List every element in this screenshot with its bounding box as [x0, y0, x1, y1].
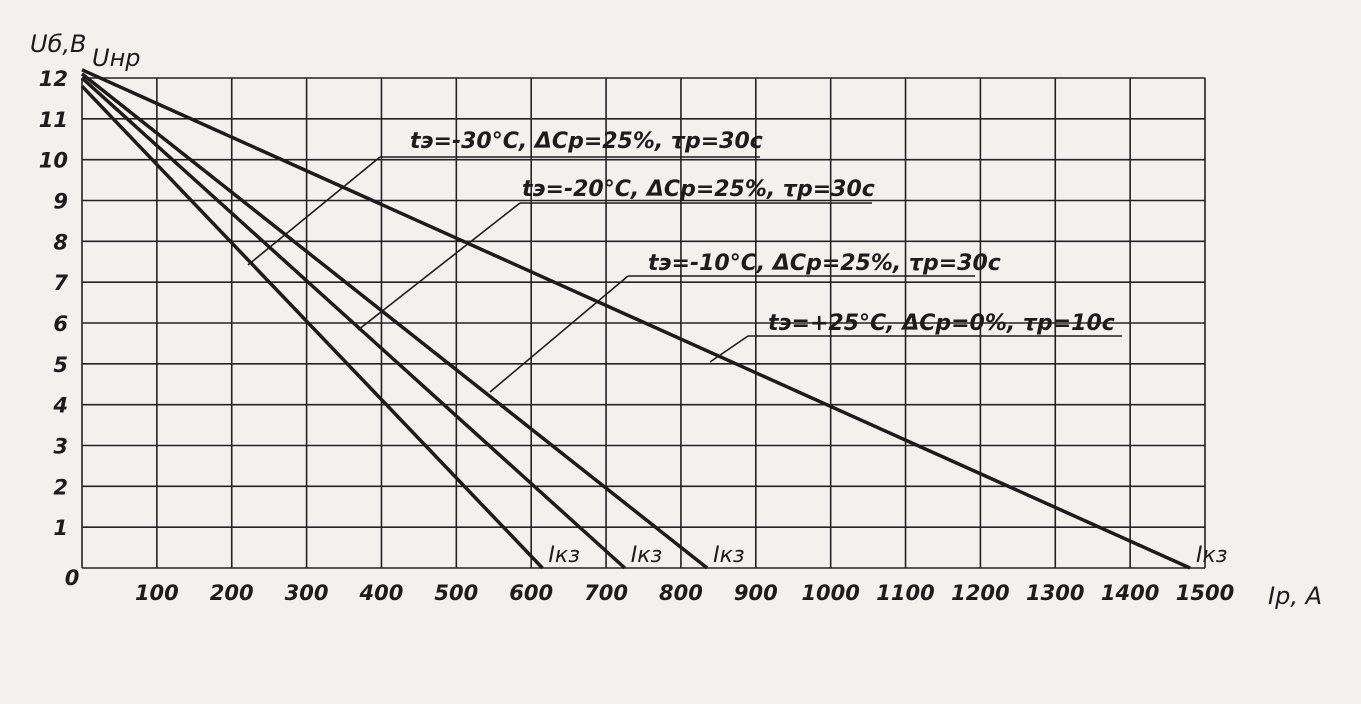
x-tick-label: 400	[359, 581, 404, 605]
y-tick-label: 1	[53, 516, 68, 540]
end-label-ikz: Iкз	[713, 543, 744, 568]
annotation-leader	[247, 156, 381, 266]
x-tick-label: 200	[210, 581, 254, 605]
y-top-label: Uнр	[92, 44, 141, 72]
series-annotation: tэ=-20°С, ΔСр=25%, τр=30с	[522, 177, 875, 202]
series-line	[80, 76, 626, 570]
annotation-leader	[489, 275, 629, 393]
x-tick-label: 0	[65, 566, 80, 590]
y-tick-label: 5	[53, 353, 68, 377]
y-tick-label: 9	[53, 190, 68, 214]
x-tick-label: 700	[584, 581, 628, 605]
x-tick-label: 600	[509, 581, 553, 605]
y-tick-label: 10	[39, 149, 68, 173]
y-axis-label: Uб,В	[30, 30, 86, 58]
series-line	[80, 84, 544, 570]
series-line	[81, 68, 1191, 570]
tick-labels: 0 100 200 300 400 500 600 700 800 900 1000 1100 1200…	[39, 67, 1234, 605]
x-tick-label: 1300	[1026, 581, 1084, 605]
x-axis-label: Iр, А	[1268, 582, 1322, 610]
series-line	[80, 72, 709, 570]
y-tick-label: 2	[53, 475, 68, 499]
end-label-ikz: Iкз	[631, 543, 662, 568]
y-tick-label: 6	[53, 312, 68, 336]
series-annotation: tэ=-10°С, ΔСр=25%, τр=30с	[648, 251, 1001, 276]
x-tick-label: 500	[434, 581, 478, 605]
y-tick-label: 3	[53, 435, 68, 459]
grid	[81, 77, 1206, 569]
y-tick-label: 11	[39, 108, 68, 132]
x-tick-label: 1500	[1176, 581, 1234, 605]
x-tick-label: 300	[285, 581, 329, 605]
labels: Uб,В Uнр Iр, А	[30, 30, 1322, 610]
end-label-ikz: Iкз	[548, 543, 579, 568]
x-tick-label: 1100	[876, 581, 934, 605]
annotation-leaders: tэ=-30°С, ΔСр=25%, τр=30с tэ=-20°С, ΔСр=2…	[247, 129, 1122, 393]
x-tick-label: 900	[734, 581, 778, 605]
series-annotation: tэ=+25°С, ΔСр=0%, τр=10с	[768, 311, 1115, 336]
y-tick-label: 7	[53, 271, 68, 295]
series-annotation: tэ=-30°С, ΔСр=25%, τр=30с	[410, 129, 763, 154]
annotation-leader	[709, 335, 749, 363]
x-tick-label: 100	[135, 581, 179, 605]
x-tick-label: 800	[659, 581, 703, 605]
end-label-ikz: Iкз	[1196, 543, 1227, 568]
x-tick-label: 1400	[1101, 581, 1159, 605]
x-tick-label: 1200	[951, 581, 1009, 605]
y-tick-label: 8	[53, 230, 68, 254]
y-tick-label: 12	[39, 67, 68, 91]
x-tick-label: 1000	[801, 581, 859, 605]
y-tick-label: 4	[52, 394, 68, 418]
series-group: Iкз Iкз Iкз Iкз	[80, 68, 1228, 570]
annotation-leader	[357, 202, 521, 331]
